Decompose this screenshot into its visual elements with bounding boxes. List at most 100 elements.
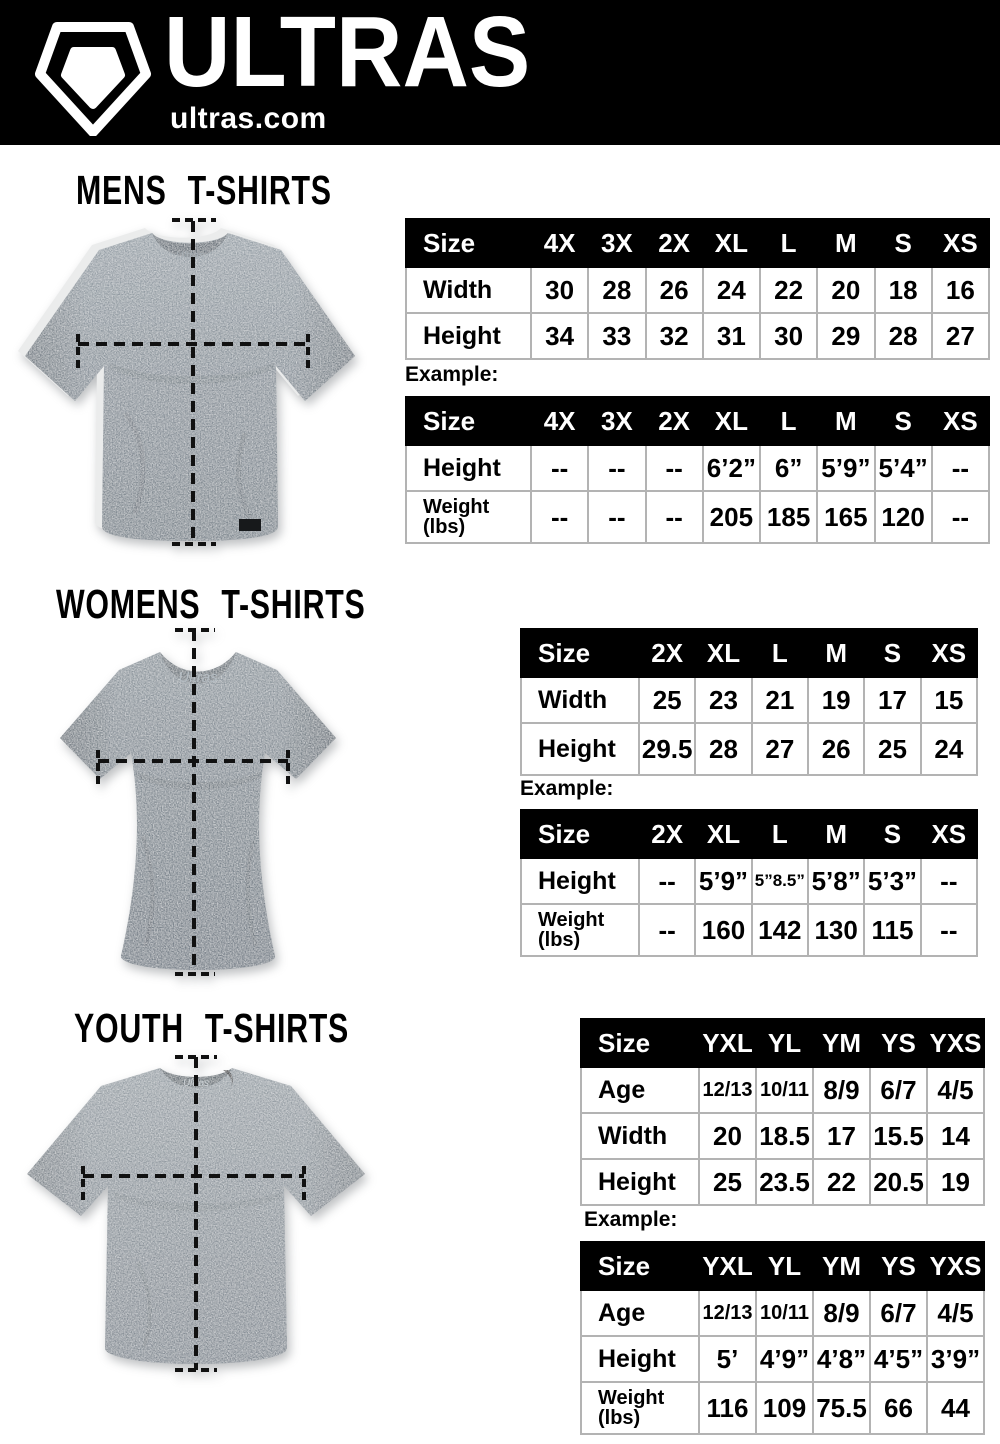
- youth-size-cell: 20: [698, 1112, 757, 1160]
- mens-size-col-l: L: [758, 218, 819, 268]
- mens-example-col-4x: 4X: [529, 396, 590, 446]
- youth-size-row-age: Age 12/13 10/11 8/9 6/7 4/5: [580, 1066, 985, 1114]
- womens-size-row-label: Width: [520, 676, 640, 724]
- mens-size-col-3x: 3X: [587, 218, 647, 268]
- womens-size-row-width: Width 25 23 21 19 17 15: [520, 676, 979, 724]
- youth-size-cell: 6/7: [869, 1066, 928, 1114]
- youth-example-row-height: Height 5’ 4’9” 4’8” 4’5” 3’9”: [580, 1335, 985, 1383]
- youth-section-title: YOUTH T-SHIRTS: [74, 1005, 350, 1051]
- youth-size-col-yl: YL: [755, 1018, 814, 1068]
- youth-size-cell: 18.5: [755, 1112, 814, 1160]
- womens-size-cell: 27: [750, 722, 809, 776]
- youth-example-cell: 4/5: [926, 1289, 985, 1337]
- mens-size-cell: 24: [701, 266, 762, 314]
- womens-shirt-collar: [160, 652, 236, 684]
- womens-size-col-l: L: [750, 628, 809, 678]
- youth-size-cell: 15.5: [869, 1112, 928, 1160]
- womens-measurement-lines: [96, 628, 290, 976]
- mens-example-cell: --: [529, 444, 590, 492]
- mens-example-col-s: S: [873, 396, 933, 446]
- pentagon-shield-icon: [33, 12, 153, 137]
- womens-example-col-size: Size: [520, 809, 640, 859]
- mens-size-col-4x: 4X: [529, 218, 590, 268]
- mens-example-table: Size 4X 3X 2X XL L M S XS Height -- -- -- 6’2” 6” 5’9” 5…: [405, 396, 991, 544]
- youth-example-row-label: Age: [580, 1289, 700, 1337]
- mens-example-col-m: M: [816, 396, 876, 446]
- womens-example-col-m: M: [806, 809, 866, 859]
- youth-example-cell: 4’9”: [755, 1335, 814, 1383]
- womens-example-col-2x: 2X: [637, 809, 697, 859]
- youth-example-cell: 4’8”: [812, 1335, 871, 1383]
- youth-example-col-ym: YM: [812, 1241, 871, 1291]
- youth-example-cell: 10/11: [755, 1289, 814, 1337]
- youth-example-cell: 4’5”: [869, 1335, 928, 1383]
- womens-example-header-row: Size 2X XL L M S XS: [520, 809, 979, 859]
- womens-example-row-label: Height: [520, 857, 640, 905]
- womens-example-row-height: Height -- 5’9” 5”8.5” 5’8” 5’3” --: [520, 857, 979, 905]
- womens-section-title: WOMENS T-SHIRTS: [56, 581, 366, 627]
- mens-measurement-lines: [76, 218, 310, 546]
- mens-size-cell: 33: [587, 312, 647, 360]
- mens-example-label: Example:: [405, 363, 499, 386]
- brand-domain: ultras.com: [170, 102, 327, 135]
- mens-size-cell: 20: [816, 266, 876, 314]
- youth-size-cell: 23.5: [755, 1158, 814, 1206]
- youth-size-col-size: Size: [580, 1018, 700, 1068]
- womens-example-cell: 142: [750, 903, 809, 957]
- mens-section-title: MENS T-SHIRTS: [76, 167, 332, 213]
- womens-example-cell: 130: [806, 903, 866, 957]
- youth-size-cell: 19: [926, 1158, 985, 1206]
- mens-size-col-xl: XL: [701, 218, 762, 268]
- youth-measurement-lines: [81, 1055, 306, 1372]
- youth-size-cell: 4/5: [926, 1066, 985, 1114]
- womens-size-cell: 21: [750, 676, 809, 724]
- youth-example-label: Example:: [584, 1208, 678, 1231]
- mens-size-row-width: Width 30 28 26 24 22 20 18 16: [405, 266, 991, 314]
- womens-example-cell: --: [637, 903, 697, 957]
- youth-example-col-size: Size: [580, 1241, 700, 1291]
- mens-example-cell: --: [529, 490, 590, 544]
- youth-size-row-height: Height 25 23.5 22 20.5 19: [580, 1158, 985, 1206]
- mens-size-header-row: Size 4X 3X 2X XL L M S XS: [405, 218, 991, 268]
- womens-example-cell: 5’3”: [863, 857, 922, 905]
- womens-size-col-m: M: [806, 628, 866, 678]
- mens-size-row-label: Height: [405, 312, 532, 360]
- youth-size-cell: 17: [812, 1112, 871, 1160]
- mens-example-cell: 5’4”: [873, 444, 933, 492]
- youth-example-cell: 12/13: [698, 1289, 757, 1337]
- womens-example-table: Size 2X XL L M S XS Height -- 5’9” 5”8.5” 5’8” 5’3” -…: [520, 809, 979, 957]
- mens-size-cell: 34: [529, 312, 590, 360]
- womens-example-cell: --: [637, 857, 697, 905]
- youth-example-header-row: Size YXL YL YM YS YXS: [580, 1241, 985, 1291]
- mens-size-col-size: Size: [405, 218, 532, 268]
- youth-example-col-yxs: YXS: [926, 1241, 985, 1291]
- brand-name: ULTRAS: [164, 0, 531, 108]
- youth-example-row-label: Weight (lbs): [580, 1381, 700, 1435]
- youth-size-cell: 25: [698, 1158, 757, 1206]
- womens-example-cell: 160: [694, 903, 753, 957]
- womens-example-cell: 5”8.5”: [750, 857, 809, 905]
- womens-size-cell: 29.5: [637, 722, 697, 776]
- womens-size-cell: 26: [806, 722, 866, 776]
- youth-example-row-label: Height: [580, 1335, 700, 1383]
- womens-size-cell: 23: [694, 676, 753, 724]
- womens-size-row-height: Height 29.5 28 27 26 25 24: [520, 722, 979, 776]
- mens-example-cell: 165: [816, 490, 876, 544]
- youth-example-cell: 66: [869, 1381, 928, 1435]
- mens-example-cell: 6”: [758, 444, 819, 492]
- womens-example-col-l: L: [750, 809, 809, 859]
- mens-shirt-collar: [152, 233, 228, 257]
- mens-example-header-row: Size 4X 3X 2X XL L M S XS: [405, 396, 991, 446]
- womens-size-cell: 25: [863, 722, 922, 776]
- youth-example-col-yl: YL: [755, 1241, 814, 1291]
- youth-size-cell: 8/9: [812, 1066, 871, 1114]
- womens-size-cell: 17: [863, 676, 922, 724]
- mens-example-row-height: Height -- -- -- 6’2” 6” 5’9” 5’4” --: [405, 444, 991, 492]
- mens-example-cell: 6’2”: [701, 444, 762, 492]
- youth-example-row-weight: Weight (lbs) 116 109 75.5 66 44: [580, 1381, 985, 1435]
- youth-example-cell: 44: [926, 1381, 985, 1435]
- youth-tshirt-image: Ultras: [18, 1052, 373, 1374]
- hem-tag: [239, 519, 261, 531]
- mens-size-col-xs: XS: [930, 218, 991, 268]
- womens-example-col-xl: XL: [694, 809, 753, 859]
